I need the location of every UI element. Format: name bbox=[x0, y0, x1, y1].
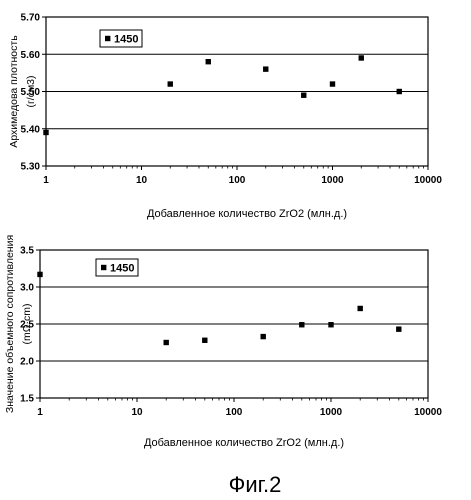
chart-volume-resistivity: 1.52.02.53.03.51101001000100001450Добавл… bbox=[4, 235, 442, 449]
figure-caption: Фиг.2 bbox=[229, 472, 282, 497]
data-point bbox=[163, 340, 168, 345]
data-point bbox=[202, 338, 207, 343]
data-point bbox=[260, 334, 265, 339]
chart-archimedes-density: 5.305.405.505.605.701101001000100001450Д… bbox=[8, 13, 442, 221]
legend-marker bbox=[105, 36, 110, 41]
y-axis-label: Архимедова плотность bbox=[8, 35, 20, 148]
x-tick-label: 10 bbox=[136, 175, 148, 186]
data-point bbox=[359, 55, 364, 60]
y-tick-label: 2.0 bbox=[20, 357, 34, 368]
x-tick-label: 1000 bbox=[321, 175, 344, 186]
legend-label: 1450 bbox=[110, 263, 134, 275]
data-point bbox=[37, 272, 42, 277]
data-point bbox=[301, 93, 306, 98]
data-point bbox=[330, 81, 335, 86]
x-axis-label: Добавленное количество ZrO2 (млн.д.) bbox=[147, 208, 347, 220]
y-tick-label: 5.40 bbox=[21, 124, 41, 135]
y-tick-label: 5.60 bbox=[21, 50, 41, 61]
data-point bbox=[396, 326, 401, 331]
x-tick-label: 100 bbox=[229, 175, 246, 186]
legend-marker bbox=[101, 265, 106, 270]
data-point bbox=[357, 306, 362, 311]
x-tick-label: 1 bbox=[43, 175, 49, 186]
x-tick-label: 100 bbox=[226, 407, 243, 418]
x-tick-label: 10 bbox=[131, 407, 143, 418]
x-tick-label: 10000 bbox=[414, 175, 442, 186]
y-tick-label: 3.5 bbox=[20, 246, 34, 257]
y-tick-label: 1.5 bbox=[20, 394, 34, 405]
data-point bbox=[299, 322, 304, 327]
data-point bbox=[328, 322, 333, 327]
y-tick-label: 5.30 bbox=[21, 162, 41, 173]
y-tick-label: 3.0 bbox=[20, 283, 34, 294]
data-point bbox=[43, 130, 48, 135]
y-axis-unit: (mΩ·cm) bbox=[21, 303, 33, 344]
x-tick-label: 1000 bbox=[320, 407, 343, 418]
data-point bbox=[206, 59, 211, 64]
x-axis-label: Добавленное количество ZrO2 (млн.д.) bbox=[144, 437, 344, 449]
data-point bbox=[397, 89, 402, 94]
x-tick-label: 10000 bbox=[414, 407, 442, 418]
data-point bbox=[263, 66, 268, 71]
legend-label: 1450 bbox=[114, 34, 138, 46]
x-tick-label: 1 bbox=[37, 407, 43, 418]
y-tick-label: 5.70 bbox=[21, 13, 41, 24]
data-point bbox=[168, 81, 173, 86]
y-axis-unit: (г/см3) bbox=[25, 75, 37, 107]
y-axis-label: Значение объемного сопротивления bbox=[4, 235, 16, 413]
